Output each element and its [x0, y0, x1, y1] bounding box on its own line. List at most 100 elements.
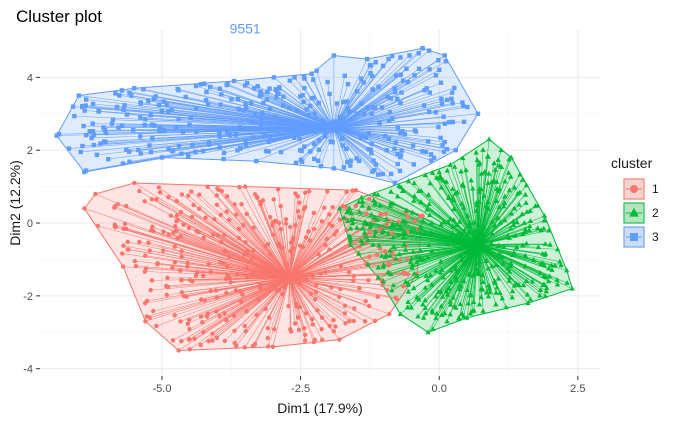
cluster-3-point — [198, 82, 204, 87]
cluster-2-point — [411, 270, 418, 276]
cluster-2-point — [511, 249, 517, 255]
cluster-2-point — [493, 301, 499, 307]
cluster-1-point — [232, 202, 237, 207]
cluster-3-point — [138, 101, 144, 106]
cluster-2-point — [385, 231, 391, 237]
cluster-1-point — [344, 228, 349, 233]
cluster-1-point — [288, 249, 293, 254]
cluster-2-point — [371, 214, 378, 220]
cluster-1-segment — [289, 238, 328, 278]
cluster-1-point — [331, 329, 337, 334]
cluster-2-point — [409, 255, 415, 261]
cluster-1-point — [301, 206, 307, 212]
cluster-3-point — [146, 98, 151, 104]
cluster-3-point — [397, 154, 403, 160]
cluster-2-segment — [477, 244, 489, 286]
cluster-2-point — [447, 215, 454, 221]
cluster-1-point — [200, 273, 206, 278]
cluster-1-segment — [289, 190, 357, 278]
cluster-3-point — [262, 132, 267, 138]
cluster-2-point — [494, 284, 500, 290]
cluster-1-point — [311, 210, 317, 216]
cluster-2-point — [461, 278, 467, 284]
cluster-2-point — [540, 250, 546, 256]
cluster-3-point — [377, 120, 382, 126]
cluster-2-point — [508, 210, 515, 216]
cluster-1-segment — [289, 277, 366, 322]
cluster-3-point — [301, 74, 307, 79]
cluster-2-segment — [440, 244, 479, 262]
cluster-1-point — [148, 228, 154, 233]
cluster-3-point — [143, 117, 148, 122]
cluster-2-point — [451, 303, 458, 309]
cluster-2-point — [448, 279, 454, 284]
cluster-2-segment — [477, 194, 526, 246]
cluster-1-point — [232, 328, 237, 334]
cluster-2-point — [478, 294, 484, 300]
cluster-1-point — [401, 271, 407, 276]
cluster-1-point — [344, 205, 349, 210]
cluster-3-point — [265, 89, 270, 94]
cluster-3-point — [395, 125, 401, 131]
cluster-2-point — [452, 273, 459, 279]
cluster-2-point — [569, 285, 575, 291]
cluster-1-point — [214, 202, 220, 207]
cluster-3-point — [132, 86, 137, 91]
cluster-1-point — [337, 337, 342, 342]
cluster-3-point — [461, 103, 466, 109]
cluster-1-point — [179, 338, 184, 344]
cluster-3-point — [361, 80, 366, 85]
cluster-3-segment — [256, 128, 334, 162]
cluster-2-point — [489, 263, 495, 269]
cluster-1-point — [303, 332, 308, 338]
cluster-3-point — [304, 107, 309, 112]
cluster-2-point — [365, 261, 371, 267]
cluster-3-segment — [98, 110, 334, 129]
cluster-3-segment — [74, 115, 334, 129]
cluster-1-point — [200, 319, 205, 325]
cluster-2-point — [544, 285, 550, 290]
cluster-1-segment — [289, 231, 408, 278]
cluster-1-point — [258, 286, 263, 291]
cluster-3-point — [114, 104, 120, 110]
cluster-3-point — [273, 114, 278, 119]
cluster-3-point — [151, 96, 157, 102]
cluster-2-point — [498, 147, 504, 153]
cluster-3-point — [327, 91, 332, 97]
cluster-1-point — [332, 232, 337, 237]
cluster-1-point — [197, 206, 202, 212]
cluster-1-point — [214, 295, 220, 300]
cluster-2-point — [458, 253, 464, 259]
cluster-1-point — [251, 225, 256, 230]
cluster-1-centroid — [285, 273, 294, 282]
cluster-2-point — [511, 184, 518, 190]
cluster-1-point — [208, 288, 213, 294]
cluster-1-point — [268, 214, 273, 220]
cluster-2-point — [444, 318, 450, 324]
cluster-3-point — [398, 55, 403, 60]
cluster-1-point — [343, 320, 348, 326]
cluster-3-point — [416, 51, 421, 56]
cluster-1-point — [250, 343, 256, 349]
y-axis-title: Dim2 (12.2%) — [7, 160, 23, 246]
cluster-3-point — [402, 132, 408, 137]
cluster-3-point — [248, 101, 254, 106]
cluster-1-segment — [289, 277, 366, 302]
cluster-3-point — [106, 157, 111, 162]
cluster-1-point — [379, 212, 384, 217]
cluster-1-segment — [158, 187, 290, 278]
cluster-3-point — [76, 93, 82, 98]
cluster-3-point — [227, 132, 233, 138]
cluster-2-point — [564, 279, 570, 285]
cluster-3-point — [259, 92, 264, 98]
cluster-3-point — [356, 158, 362, 164]
cluster-3-point — [318, 163, 324, 169]
cluster-2-point — [451, 197, 457, 203]
cluster-1-point — [288, 329, 294, 334]
cluster-2-point — [359, 202, 365, 208]
cluster-1-segment — [289, 277, 296, 324]
cluster-1-point — [327, 323, 332, 329]
cluster-1-point — [151, 308, 156, 314]
cluster-1-point — [378, 246, 383, 251]
cluster-2-point — [452, 266, 458, 272]
